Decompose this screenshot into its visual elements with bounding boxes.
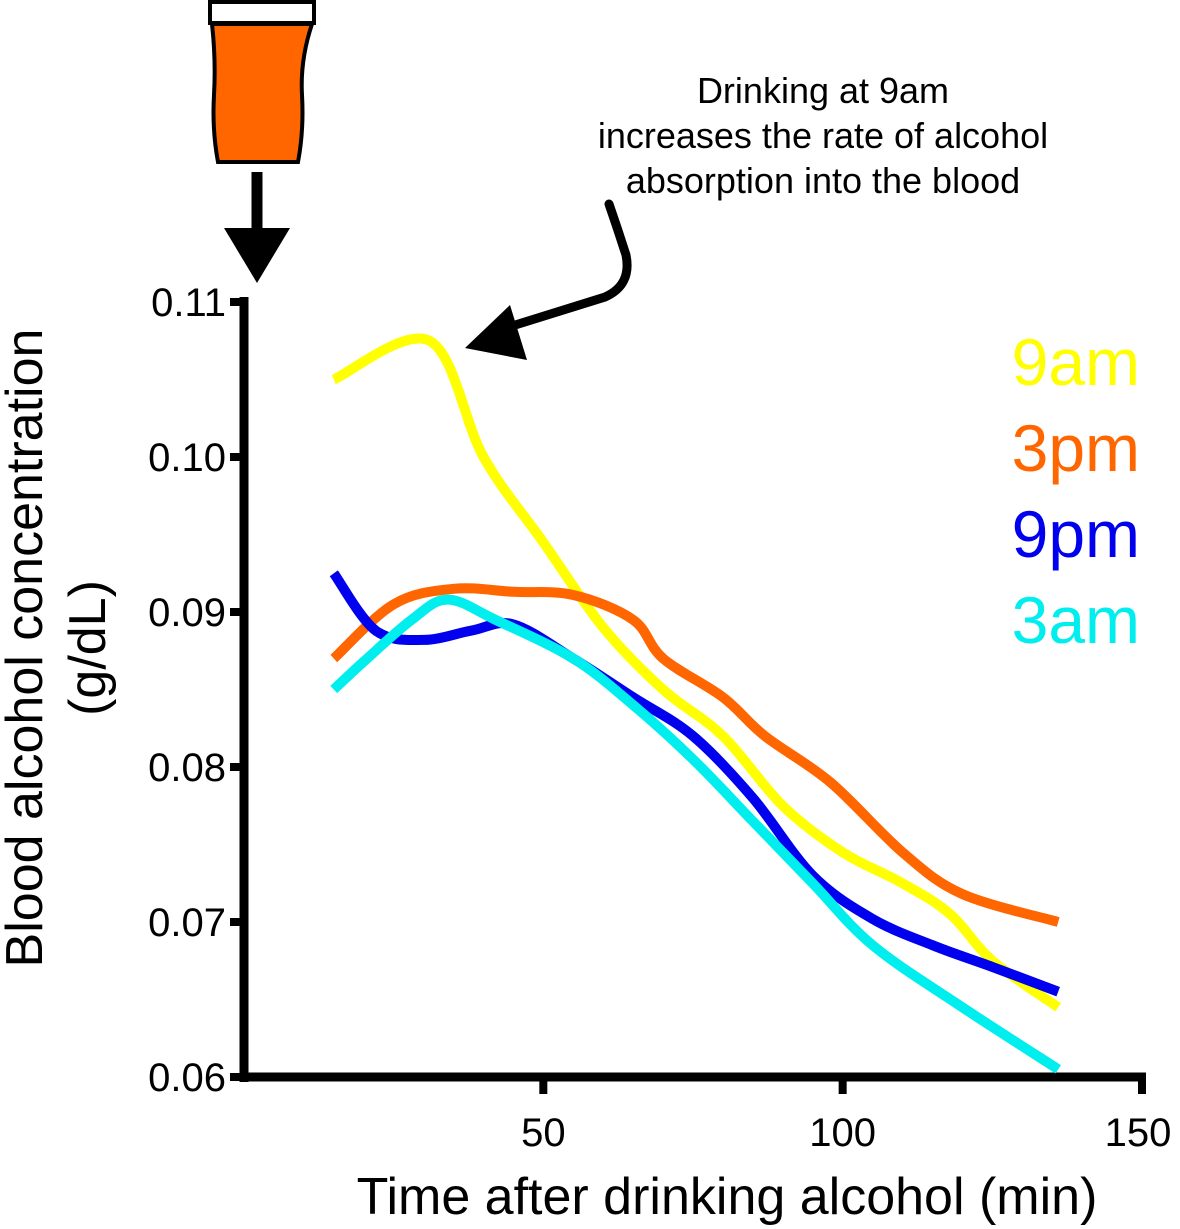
legend-label-3pm: 3pm — [1012, 411, 1140, 485]
legend: 9am 3pm 9pm 3am — [1012, 325, 1140, 657]
x-tick-label: 100 — [809, 1111, 876, 1155]
beer-glass-rim — [208, 0, 316, 25]
y-axis-title: Blood alcohol concentration (g/dL) — [0, 329, 117, 968]
series-line-9pm — [329, 570, 1060, 997]
beer-glass-liquid — [209, 22, 315, 164]
annotation-line-3: absorption into the blood — [626, 160, 1020, 201]
y-tick-label: 0.07 — [148, 901, 226, 945]
y-tick-label: 0.10 — [148, 436, 226, 480]
x-tick-label: 50 — [521, 1111, 566, 1155]
y-tick-label: 0.09 — [148, 591, 226, 635]
y-axis-title-line2: (g/dL) — [59, 580, 117, 716]
series-line-9am — [331, 333, 1062, 1012]
legend-label-9pm: 9pm — [1012, 497, 1140, 571]
annotation-arrow — [507, 199, 632, 331]
series-line-3pm — [330, 583, 1060, 927]
y-tick-label: 0.06 — [148, 1056, 226, 1100]
annotation-line-1: Drinking at 9am — [697, 70, 949, 111]
annotation-arrowhead — [465, 305, 527, 360]
series-lines — [329, 333, 1062, 1074]
x-axis-title: Time after drinking alcohol (min) — [357, 1168, 1098, 1226]
y-axis-title-line1: Blood alcohol concentration — [0, 329, 54, 968]
y-ticks: 0.06 0.07 0.08 0.09 0.10 0.11 — [148, 281, 244, 1100]
x-tick-label: 150 — [1105, 1111, 1172, 1155]
legend-label-3am: 3am — [1012, 583, 1140, 657]
drink-down-arrow — [224, 172, 290, 283]
y-tick-label: 0.11 — [151, 281, 226, 325]
beer-glass-icon — [208, 0, 316, 164]
legend-label-9am: 9am — [1012, 325, 1140, 399]
annotation: Drinking at 9am increases the rate of al… — [465, 70, 1048, 360]
annotation-line-2: increases the rate of alcohol — [598, 115, 1048, 156]
x-ticks: 50 100 150 — [521, 1077, 1171, 1155]
series-line-3am — [330, 594, 1061, 1074]
y-tick-label: 0.08 — [148, 746, 226, 790]
plot-axes — [239, 297, 1146, 1082]
